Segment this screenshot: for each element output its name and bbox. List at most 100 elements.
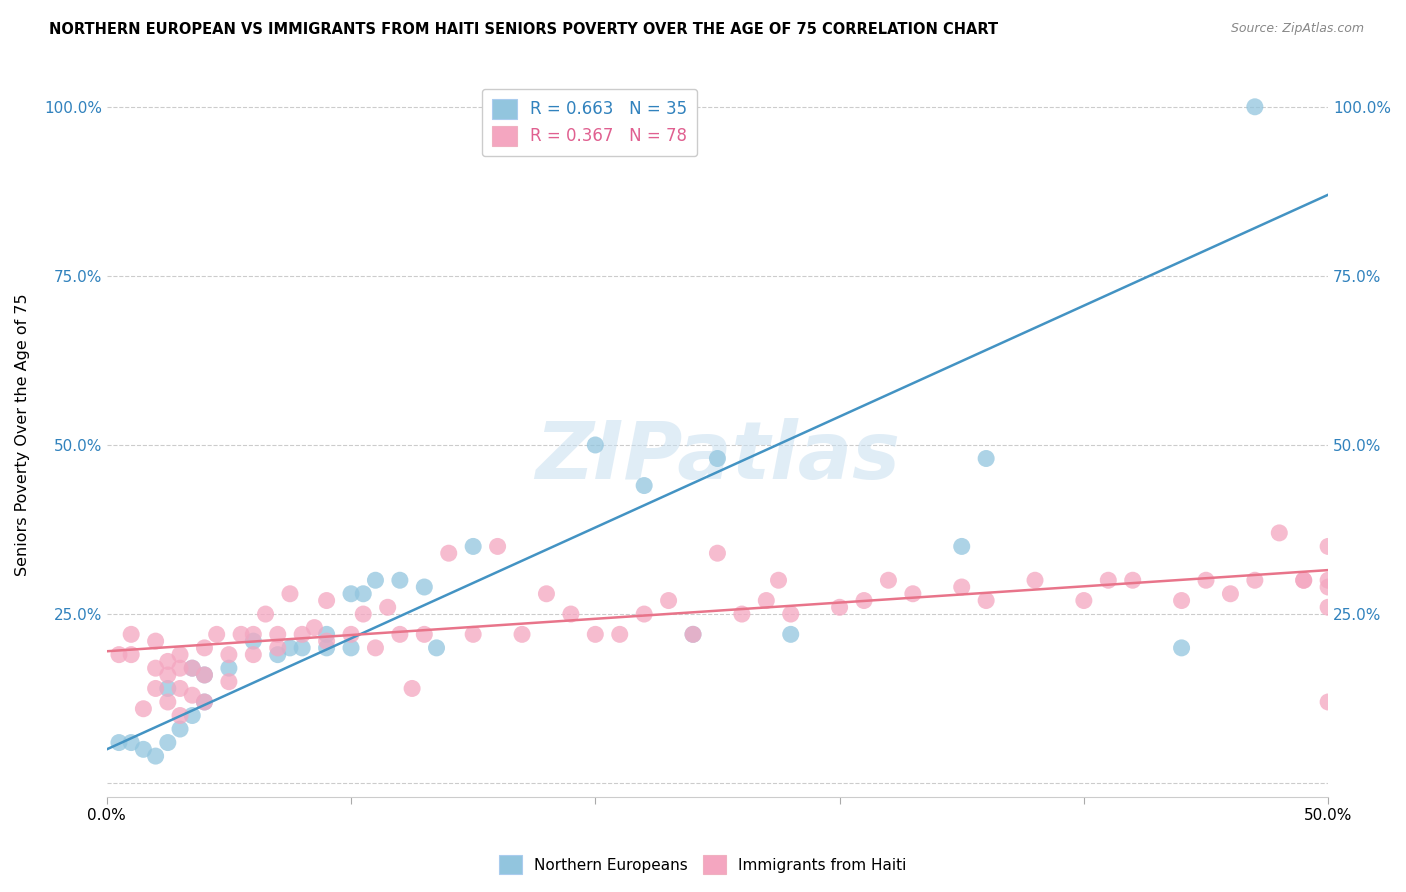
Point	[205, 627, 228, 641]
Point	[218, 674, 240, 689]
Point	[1122, 573, 1144, 587]
Point	[145, 634, 167, 648]
Point	[315, 634, 337, 648]
Point	[1219, 587, 1241, 601]
Point	[169, 708, 191, 723]
Point	[315, 627, 337, 641]
Point	[828, 600, 851, 615]
Point	[364, 640, 387, 655]
Point	[267, 648, 290, 662]
Point	[1244, 573, 1267, 587]
Point	[1195, 573, 1218, 587]
Point	[340, 627, 363, 641]
Legend: Northern Europeans, Immigrants from Haiti: Northern Europeans, Immigrants from Hait…	[494, 849, 912, 880]
Point	[108, 735, 131, 749]
Point	[388, 573, 411, 587]
Point	[1292, 573, 1315, 587]
Point	[169, 648, 191, 662]
Point	[437, 546, 460, 560]
Point	[181, 708, 204, 723]
Point	[425, 640, 447, 655]
Text: Source: ZipAtlas.com: Source: ZipAtlas.com	[1230, 22, 1364, 36]
Point	[583, 627, 606, 641]
Point	[1244, 100, 1267, 114]
Point	[768, 573, 790, 587]
Point	[242, 648, 264, 662]
Point	[877, 573, 900, 587]
Text: ZIPatlas: ZIPatlas	[534, 417, 900, 496]
Point	[1024, 573, 1046, 587]
Point	[242, 627, 264, 641]
Point	[486, 540, 509, 554]
Point	[193, 640, 215, 655]
Point	[1170, 640, 1192, 655]
Point	[156, 695, 179, 709]
Point	[278, 587, 301, 601]
Point	[536, 587, 558, 601]
Point	[315, 640, 337, 655]
Point	[401, 681, 423, 696]
Point	[560, 607, 582, 621]
Point	[682, 627, 704, 641]
Point	[181, 661, 204, 675]
Text: NORTHERN EUROPEAN VS IMMIGRANTS FROM HAITI SENIORS POVERTY OVER THE AGE OF 75 CO: NORTHERN EUROPEAN VS IMMIGRANTS FROM HAI…	[49, 22, 998, 37]
Point	[242, 634, 264, 648]
Point	[218, 661, 240, 675]
Point	[413, 580, 436, 594]
Point	[304, 621, 326, 635]
Point	[156, 681, 179, 696]
Point	[950, 540, 973, 554]
Point	[779, 627, 801, 641]
Point	[193, 695, 215, 709]
Point	[413, 627, 436, 641]
Point	[181, 688, 204, 702]
Point	[340, 640, 363, 655]
Point	[463, 627, 485, 641]
Point	[463, 540, 485, 554]
Point	[120, 648, 142, 662]
Point	[156, 654, 179, 668]
Point	[658, 593, 681, 607]
Point	[156, 735, 179, 749]
Point	[278, 640, 301, 655]
Point	[633, 607, 655, 621]
Point	[145, 681, 167, 696]
Point	[193, 695, 215, 709]
Point	[218, 648, 240, 662]
Point	[1317, 580, 1340, 594]
Point	[132, 702, 155, 716]
Point	[1317, 540, 1340, 554]
Point	[853, 593, 876, 607]
Point	[120, 735, 142, 749]
Point	[633, 478, 655, 492]
Point	[1097, 573, 1119, 587]
Point	[145, 749, 167, 764]
Point	[950, 580, 973, 594]
Point	[1073, 593, 1095, 607]
Point	[583, 438, 606, 452]
Point	[120, 627, 142, 641]
Point	[291, 627, 314, 641]
Point	[706, 451, 728, 466]
Point	[340, 587, 363, 601]
Y-axis label: Seniors Poverty Over the Age of 75: Seniors Poverty Over the Age of 75	[15, 293, 30, 576]
Point	[169, 722, 191, 736]
Point	[132, 742, 155, 756]
Point	[315, 593, 337, 607]
Point	[254, 607, 277, 621]
Point	[267, 640, 290, 655]
Point	[682, 627, 704, 641]
Point	[291, 640, 314, 655]
Point	[193, 668, 215, 682]
Point	[388, 627, 411, 641]
Point	[901, 587, 924, 601]
Point	[779, 607, 801, 621]
Point	[352, 587, 374, 601]
Point	[706, 546, 728, 560]
Point	[364, 573, 387, 587]
Point	[193, 668, 215, 682]
Point	[1317, 600, 1340, 615]
Point	[731, 607, 754, 621]
Point	[169, 681, 191, 696]
Point	[1170, 593, 1192, 607]
